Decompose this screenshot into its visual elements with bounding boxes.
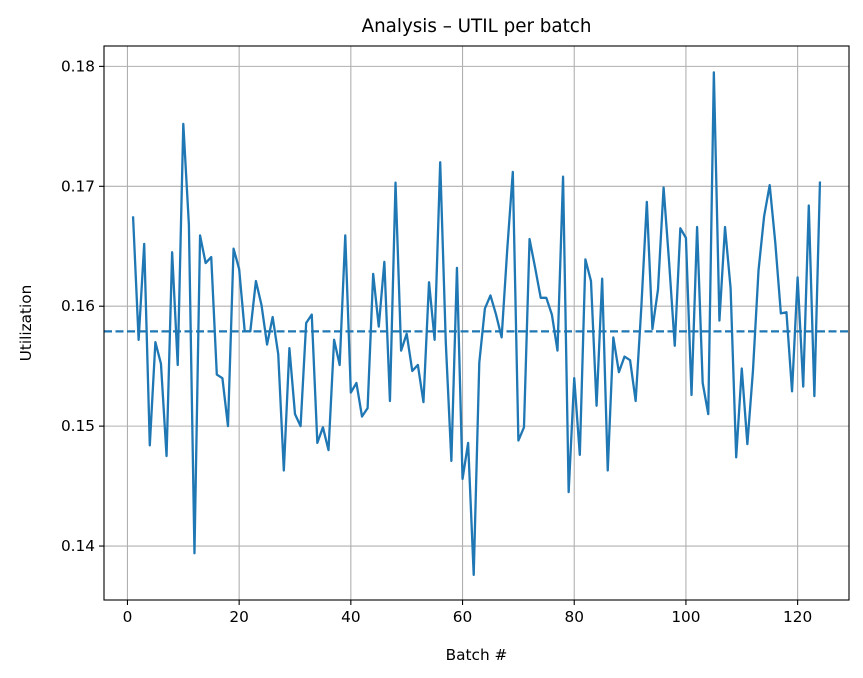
x-tick-label: 60 — [453, 608, 472, 626]
y-tick-label: 0.18 — [61, 57, 95, 75]
x-tick-label: 80 — [564, 608, 583, 626]
y-tick-label: 0.16 — [61, 297, 95, 315]
y-tick-label: 0.15 — [61, 417, 95, 435]
axes-frame — [103, 45, 850, 601]
y-tick-label: 0.14 — [61, 537, 95, 555]
ticks: 0 20 40 60 80 100 120 0.14 0.15 0.16 0.17 0.18 — [61, 57, 812, 626]
x-tick-label: 120 — [783, 608, 812, 626]
series-line — [131, 71, 822, 576]
y-axis-label: Utilization — [17, 285, 35, 362]
x-tick-label: 0 — [123, 608, 133, 626]
y-tick-label: 0.17 — [61, 177, 95, 195]
plot-area — [104, 71, 849, 576]
x-tick-label: 100 — [671, 608, 700, 626]
x-axis-label: Batch # — [446, 646, 508, 664]
x-tick-label: 20 — [229, 608, 248, 626]
chart-title: Analysis – UTIL per batch — [362, 16, 592, 37]
x-tick-label: 40 — [341, 608, 360, 626]
